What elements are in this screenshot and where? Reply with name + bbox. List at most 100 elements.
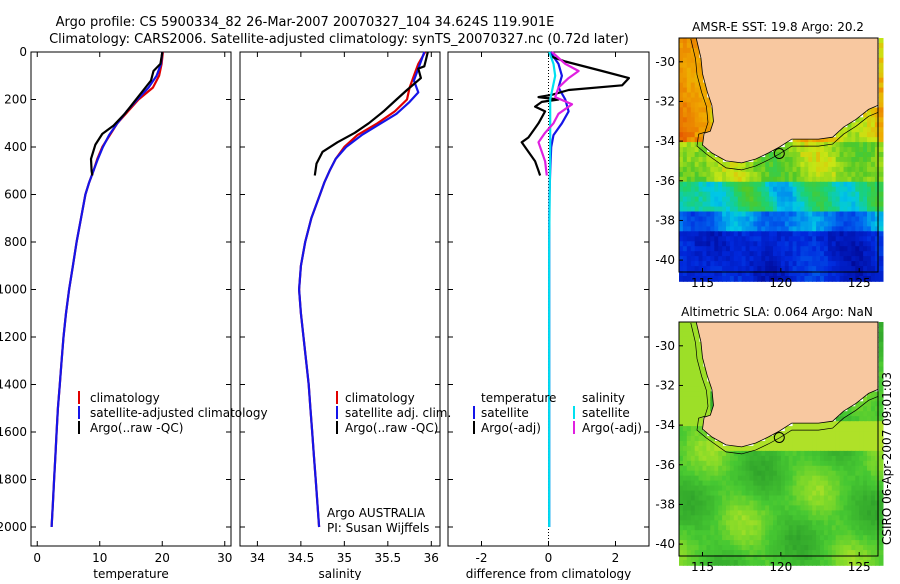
heatmap-cell xyxy=(741,196,747,203)
heatmap-cell xyxy=(757,441,762,447)
heatmap-cell xyxy=(702,246,708,252)
heatmap-cell xyxy=(722,186,727,193)
heatmap-cell xyxy=(831,261,837,267)
heatmap-cell xyxy=(796,540,802,546)
heatmap-cell xyxy=(784,485,790,492)
heatmap-cell xyxy=(804,500,810,507)
heatmap-cell xyxy=(729,555,735,561)
heatmap-cell xyxy=(679,43,684,49)
heatmap-cell xyxy=(757,545,762,551)
heatmap-cell xyxy=(784,236,790,243)
heatmap-cell xyxy=(769,520,774,527)
heatmap-cell xyxy=(694,147,700,153)
heatmap-cell xyxy=(761,206,766,213)
heatmap-cell xyxy=(878,540,884,546)
heatmap-cell xyxy=(796,152,802,158)
heatmap-cell xyxy=(682,266,688,272)
heatmap-cell xyxy=(839,166,845,173)
heatmap-cell xyxy=(816,426,821,432)
heatmap-cell xyxy=(757,555,762,561)
heatmap-cell xyxy=(690,87,696,94)
heatmap-cell xyxy=(694,510,700,517)
heatmap-cell xyxy=(784,535,790,541)
heatmap-cell xyxy=(812,480,817,487)
heatmap-cell xyxy=(690,510,696,517)
heatmap-cell xyxy=(710,157,715,163)
heatmap-cell xyxy=(851,510,857,517)
heatmap-cell xyxy=(686,445,692,452)
heatmap-cell xyxy=(776,495,782,502)
heatmap-cell xyxy=(820,480,825,487)
heatmap-cell xyxy=(816,137,821,143)
heatmap-cell xyxy=(702,261,708,267)
heatmap-cell xyxy=(679,450,684,457)
heatmap-cell xyxy=(694,460,700,467)
heatmap-cell xyxy=(710,271,715,277)
heatmap-cell xyxy=(823,450,829,457)
heatmap-cell xyxy=(843,560,849,566)
heatmap-cell xyxy=(714,216,719,223)
heatmap-cell xyxy=(741,241,747,248)
heatmap-cell xyxy=(733,276,739,282)
heatmap-cell xyxy=(874,122,880,129)
heatmap-cell xyxy=(694,495,700,502)
heatmap-cell xyxy=(702,122,708,129)
heatmap-cell xyxy=(694,171,700,178)
heatmap-cell xyxy=(765,485,770,492)
heatmap-cell xyxy=(788,256,794,262)
heatmap-cell xyxy=(737,231,743,238)
heatmap-cell xyxy=(835,211,841,218)
heatmap-cell xyxy=(855,401,860,408)
heatmap-cell xyxy=(698,276,704,282)
heatmap-cell xyxy=(702,401,708,408)
heatmap-cell xyxy=(694,421,700,427)
heatmap-cell xyxy=(729,540,735,546)
heatmap-cell xyxy=(686,366,692,373)
heatmap-cell xyxy=(722,510,727,517)
heatmap-cell xyxy=(686,515,692,522)
x-axis-label: temperature xyxy=(93,567,168,580)
heatmap-cell xyxy=(722,530,727,536)
heatmap-cell xyxy=(773,465,778,472)
heatmap-cell xyxy=(686,431,692,437)
heatmap-cell xyxy=(726,500,731,507)
heatmap-cell xyxy=(737,470,743,477)
heatmap-cell xyxy=(859,181,864,188)
heatmap-cell xyxy=(769,266,774,272)
heatmap-cell xyxy=(718,211,723,218)
x-tick-label: 115 xyxy=(691,276,714,290)
heatmap-cell xyxy=(863,246,868,252)
heatmap-cell xyxy=(827,426,833,432)
heatmap-cell xyxy=(773,157,778,163)
heatmap-cell xyxy=(694,327,700,333)
heatmap-cell xyxy=(686,166,692,173)
heatmap-cell xyxy=(686,406,692,413)
heatmap-cell xyxy=(788,535,794,541)
heatmap-cell xyxy=(753,221,759,228)
heatmap-cell xyxy=(804,246,810,252)
heatmap-cell xyxy=(878,77,884,84)
heatmap-cell xyxy=(820,421,825,427)
heatmap-cell xyxy=(855,530,860,536)
heatmap-cell xyxy=(745,191,751,198)
heatmap-cell xyxy=(718,510,723,517)
heatmap-cell xyxy=(874,535,880,541)
heatmap-cell xyxy=(745,510,751,517)
heatmap-cell xyxy=(694,236,700,243)
heatmap-cell xyxy=(867,191,872,198)
heatmap-cell xyxy=(788,196,794,203)
heatmap-cell xyxy=(792,510,798,517)
heatmap-cell xyxy=(729,490,735,497)
heatmap-cell xyxy=(726,221,731,228)
heatmap-cell xyxy=(679,72,684,79)
heatmap-cell xyxy=(878,386,884,393)
heatmap-cell xyxy=(690,500,696,507)
heatmap-cell xyxy=(804,515,810,522)
heatmap-cell xyxy=(878,351,884,358)
heatmap-cell xyxy=(773,152,778,158)
heatmap-cell xyxy=(870,460,876,467)
heatmap-cell xyxy=(843,171,849,178)
heatmap-cell xyxy=(808,510,813,517)
heatmap-cell xyxy=(859,560,864,566)
heatmap-cell xyxy=(831,186,837,193)
